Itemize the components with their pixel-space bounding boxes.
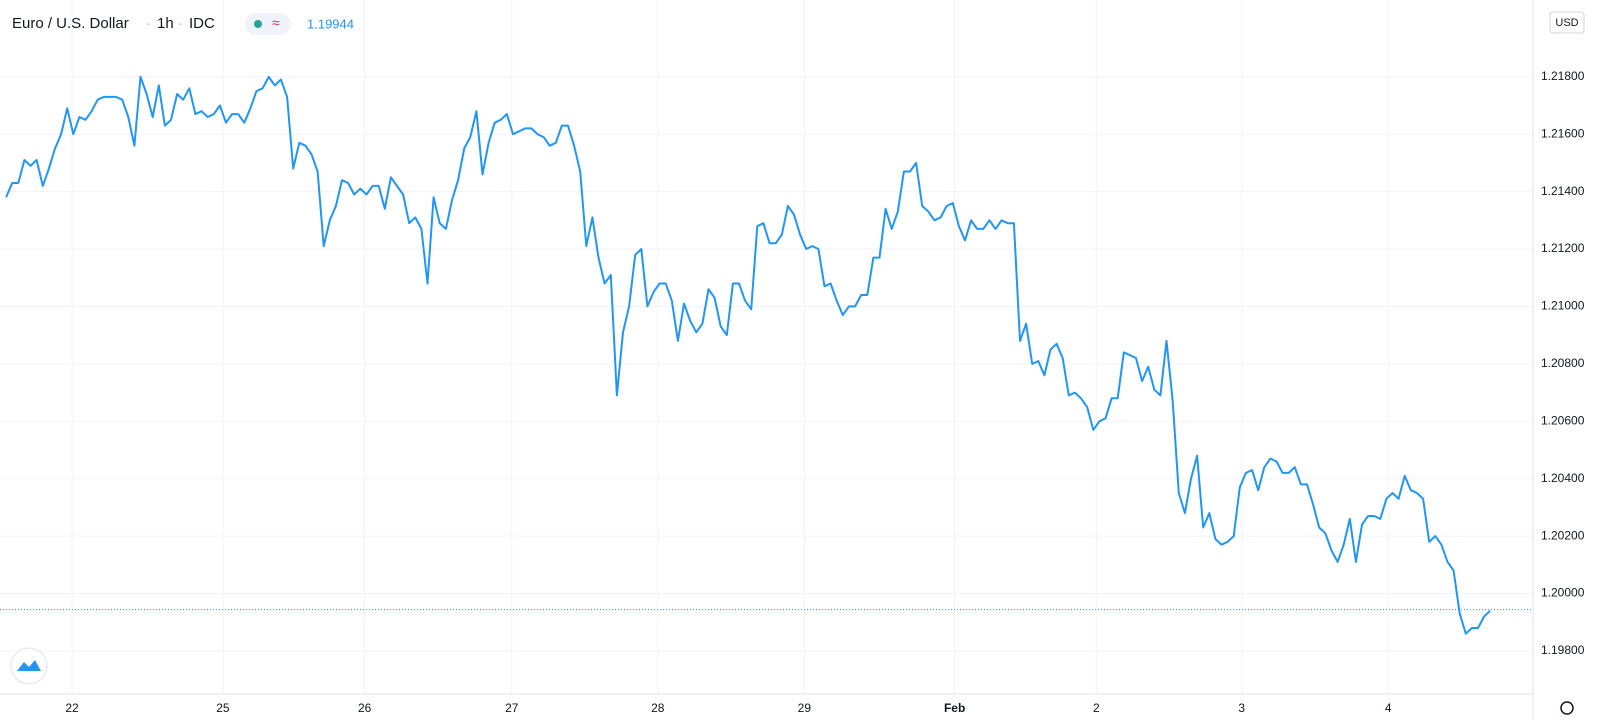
y-tick-label: 1.21200	[1541, 241, 1585, 255]
x-tick-label: 4	[1385, 701, 1392, 715]
y-tick-label: 1.20600	[1541, 413, 1585, 427]
logo[interactable]	[10, 647, 48, 685]
x-tick-label: 27	[505, 701, 519, 715]
y-tick-label: 1.21600	[1541, 126, 1585, 140]
logo-icon	[17, 660, 41, 671]
y-tick-label: 1.20200	[1541, 528, 1585, 542]
currency: USD	[1555, 17, 1578, 29]
separator: ·	[146, 15, 151, 32]
status-pill[interactable]	[245, 13, 291, 35]
x-tick-label: 29	[798, 701, 812, 715]
x-tick-label: 22	[65, 701, 79, 715]
x-tick-label: 25	[216, 701, 230, 715]
settings-icon[interactable]	[1560, 701, 1574, 715]
plot	[0, 75, 1533, 635]
y-tick-label: 1.20000	[1541, 586, 1585, 600]
delayed-icon: ≈	[272, 15, 280, 31]
x-tick-label: Feb	[944, 701, 965, 715]
interval: 1h	[157, 15, 174, 32]
y-tick-label: 1.20800	[1541, 356, 1585, 370]
price-line	[5, 75, 1491, 635]
grid	[0, 0, 1533, 694]
chart-title: Euro / U.S. Dollar	[12, 15, 129, 32]
y-tick-label: 1.21400	[1541, 184, 1585, 198]
last-price: 1.19944	[307, 16, 354, 31]
separator: ·	[178, 15, 183, 32]
y-tick-label: 1.19800	[1541, 643, 1585, 657]
market-open-icon	[254, 20, 262, 28]
currency-badge[interactable]	[1549, 11, 1585, 34]
x-tick-label: 2	[1093, 701, 1100, 715]
x-tick-label: 3	[1238, 701, 1245, 715]
source: IDC	[189, 15, 215, 32]
x-tick-label: 26	[358, 701, 372, 715]
y-tick-label: 1.21800	[1541, 69, 1585, 83]
x-tick-label: 28	[651, 701, 665, 715]
y-tick-label: 1.20400	[1541, 471, 1585, 485]
y-tick-label: 1.21000	[1541, 299, 1585, 313]
